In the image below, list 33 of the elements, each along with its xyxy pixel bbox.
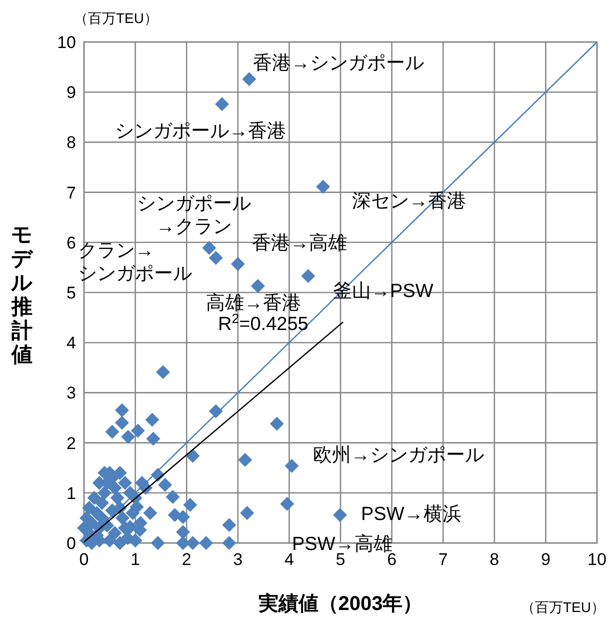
text: （百万TEU） <box>521 599 605 616</box>
y-tick-label: 3 <box>66 384 76 403</box>
x-tick-label: 2 <box>182 550 192 569</box>
y-tick-label: 0 <box>66 534 76 553</box>
y-tick-label: 1 <box>66 484 76 503</box>
y-tick-label: 5 <box>66 284 76 302</box>
annotation: シンガポール →クラン <box>137 193 251 238</box>
y-tick-label: 4 <box>66 334 76 353</box>
x-tick-label: 5 <box>336 550 346 569</box>
annotation: クラン→ シンガポール <box>78 240 192 284</box>
y-tick-label: 7 <box>66 183 76 202</box>
x-axis-title: 実績値（2003年） <box>257 592 423 615</box>
x-tick-label: 10 <box>588 550 606 569</box>
y-tick-label: 10 <box>57 33 76 52</box>
annotation: 香港→シンガポール <box>253 52 424 74</box>
x-tick-label: 4 <box>284 550 294 569</box>
annotation: 欧州→シンガポール <box>313 444 484 466</box>
text: （百万TEU） <box>74 10 158 26</box>
annotation: PSW→横浜 <box>361 504 462 525</box>
x-tick-label: 6 <box>387 550 397 569</box>
x-tick-label: 1 <box>130 550 140 569</box>
y-tick-label: 9 <box>66 83 76 102</box>
y-tick-label: 2 <box>66 434 76 453</box>
annotation: 香港→高雄 <box>252 232 347 254</box>
annotation: シンガポール→香港 <box>115 120 286 142</box>
y-tick-label: 8 <box>66 133 76 152</box>
x-tick-label: 9 <box>540 550 550 569</box>
x-tick-label: 8 <box>490 550 500 569</box>
y-tick-label: 6 <box>66 233 76 252</box>
x-tick-label: 7 <box>438 550 448 569</box>
y-axis-title: モデル推計値 <box>10 224 34 366</box>
x-tick-label: 0 <box>79 550 89 569</box>
x-tick-label: 3 <box>233 550 243 569</box>
